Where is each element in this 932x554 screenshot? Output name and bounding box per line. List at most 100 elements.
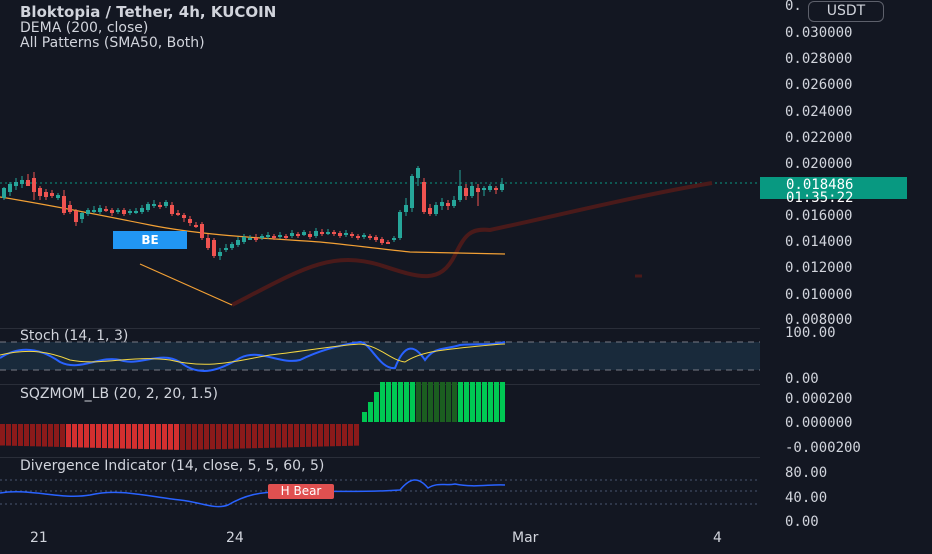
candle-body[interactable] — [338, 233, 342, 236]
candle-body[interactable] — [386, 242, 390, 244]
candle-body[interactable] — [362, 235, 366, 237]
candle-body[interactable] — [278, 235, 282, 237]
candle-body[interactable] — [296, 234, 300, 236]
candle-body[interactable] — [440, 202, 444, 206]
indicator-patterns-label[interactable]: All Patterns (SMA50, Both) — [20, 35, 205, 51]
candle-body[interactable] — [350, 234, 354, 236]
candle-body[interactable] — [500, 184, 504, 190]
candle-body[interactable] — [410, 176, 414, 208]
pane-separator[interactable] — [0, 457, 760, 458]
symbol-title[interactable]: Bloktopia / Tether, 4h, KUCOIN — [20, 3, 277, 21]
candle-body[interactable] — [380, 239, 384, 243]
candle-body[interactable] — [170, 205, 174, 214]
sqz-bar-positive — [446, 382, 451, 422]
candle-body[interactable] — [326, 232, 330, 234]
candle-body[interactable] — [32, 178, 36, 192]
candle-body[interactable] — [320, 232, 324, 234]
candle-body[interactable] — [242, 237, 246, 242]
candle-body[interactable] — [266, 235, 270, 237]
candle-body[interactable] — [176, 213, 180, 215]
candle-body[interactable] — [188, 219, 192, 223]
candle-body[interactable] — [392, 238, 396, 240]
candle-body[interactable] — [482, 188, 486, 190]
candle-body[interactable] — [200, 224, 204, 238]
candle-body[interactable] — [302, 232, 306, 235]
candle-body[interactable] — [344, 233, 348, 235]
candle-body[interactable] — [428, 208, 432, 214]
candle-body[interactable] — [206, 238, 210, 248]
candle-body[interactable] — [26, 180, 30, 186]
candle-body[interactable] — [116, 210, 120, 212]
candle-body[interactable] — [422, 182, 426, 212]
sqzmom-label[interactable]: SQZMOM_LB (20, 2, 20, 1.5) — [20, 386, 218, 402]
candle-body[interactable] — [152, 204, 156, 206]
divergence-label[interactable]: Divergence Indicator (14, close, 5, 5, 6… — [20, 458, 325, 474]
candle-body[interactable] — [56, 195, 60, 198]
candle-body[interactable] — [434, 205, 438, 214]
candle-body[interactable] — [356, 236, 360, 238]
candle-body[interactable] — [104, 209, 108, 211]
candle-body[interactable] — [494, 188, 498, 190]
candle-body[interactable] — [368, 236, 372, 238]
candle-body[interactable] — [44, 192, 48, 197]
candle-body[interactable] — [236, 240, 240, 245]
sqz-bar-positive — [380, 382, 385, 422]
candle-body[interactable] — [140, 208, 144, 212]
candle-body[interactable] — [488, 186, 492, 190]
candle-body[interactable] — [416, 168, 420, 178]
currency-button[interactable]: USDT — [808, 1, 884, 22]
candle-body[interactable] — [92, 210, 96, 212]
candle-body[interactable] — [194, 225, 198, 227]
candle-body[interactable] — [398, 212, 402, 238]
candle-body[interactable] — [14, 182, 18, 186]
candle-body[interactable] — [50, 193, 54, 196]
candle-body[interactable] — [248, 238, 252, 240]
candle-body[interactable] — [374, 237, 378, 240]
candle-body[interactable] — [110, 210, 114, 213]
candle-body[interactable] — [218, 252, 222, 256]
candle-body[interactable] — [164, 202, 168, 206]
candle-body[interactable] — [62, 196, 66, 213]
pane-separator[interactable] — [0, 328, 760, 329]
candle-body[interactable] — [314, 231, 318, 236]
candle-body[interactable] — [332, 232, 336, 234]
candle-body[interactable] — [254, 238, 258, 240]
candle-body[interactable] — [128, 211, 132, 213]
candle-body[interactable] — [404, 205, 408, 212]
candle-body[interactable] — [68, 205, 72, 212]
candle-body[interactable] — [446, 203, 450, 206]
candle-body[interactable] — [464, 188, 468, 196]
candle-body[interactable] — [230, 244, 234, 248]
candle-body[interactable] — [86, 210, 90, 214]
candle-body[interactable] — [470, 186, 474, 196]
candle-body[interactable] — [158, 205, 162, 207]
candle-body[interactable] — [272, 236, 276, 238]
indicator-dema-label[interactable]: DEMA (200, close) — [20, 20, 149, 36]
candle-body[interactable] — [98, 208, 102, 212]
candle-body[interactable] — [212, 240, 216, 256]
candle-body[interactable] — [452, 200, 456, 206]
candle-body[interactable] — [74, 211, 78, 222]
candle-body[interactable] — [38, 188, 42, 196]
candle-body[interactable] — [476, 188, 480, 192]
pattern-be-tag[interactable]: BE — [113, 231, 187, 249]
candle-body[interactable] — [260, 236, 264, 238]
h-bear-tag[interactable]: H Bear — [268, 484, 334, 499]
candle-body[interactable] — [308, 234, 312, 237]
candle-body[interactable] — [284, 236, 288, 238]
candle-body[interactable] — [134, 211, 138, 213]
candle-body[interactable] — [122, 210, 126, 214]
candle-body[interactable] — [146, 204, 150, 210]
candle-body[interactable] — [290, 233, 294, 236]
candle-body[interactable] — [8, 184, 12, 192]
candle-body[interactable] — [182, 215, 186, 218]
candle-body[interactable] — [2, 188, 6, 198]
candle-body[interactable] — [80, 213, 84, 219]
candles[interactable] — [2, 166, 504, 260]
candle-body[interactable] — [20, 180, 24, 184]
candle-body[interactable] — [224, 248, 228, 250]
stoch-label[interactable]: Stoch (14, 1, 3) — [20, 328, 129, 344]
candle-body[interactable] — [458, 186, 462, 200]
